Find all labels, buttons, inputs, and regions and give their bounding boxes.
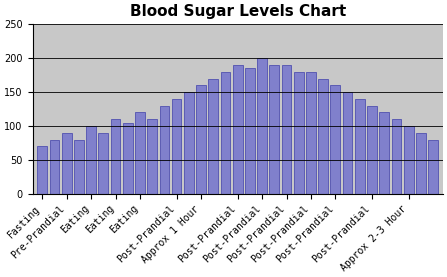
Bar <box>38 146 47 194</box>
Bar <box>367 106 377 194</box>
Bar <box>306 72 316 194</box>
Bar <box>330 85 340 194</box>
Bar <box>220 72 230 194</box>
Bar <box>160 106 169 194</box>
Bar <box>86 126 96 194</box>
Title: Blood Sugar Levels Chart: Blood Sugar Levels Chart <box>130 4 346 19</box>
Bar <box>196 85 206 194</box>
Bar <box>294 72 304 194</box>
Bar <box>135 112 145 194</box>
Bar <box>148 119 157 194</box>
Bar <box>50 140 59 194</box>
Bar <box>428 140 438 194</box>
Bar <box>282 65 291 194</box>
Bar <box>318 79 328 194</box>
Bar <box>208 79 218 194</box>
Bar <box>343 92 353 194</box>
Bar <box>123 123 133 194</box>
Bar <box>355 99 365 194</box>
Bar <box>380 112 389 194</box>
Bar <box>245 68 255 194</box>
Bar <box>257 58 267 194</box>
Bar <box>62 133 72 194</box>
Bar <box>392 119 401 194</box>
Bar <box>111 119 120 194</box>
Bar <box>416 133 426 194</box>
Bar <box>172 99 181 194</box>
Bar <box>184 92 194 194</box>
Bar <box>270 65 279 194</box>
Bar <box>74 140 84 194</box>
Bar <box>98 133 108 194</box>
Bar <box>404 126 413 194</box>
Bar <box>233 65 243 194</box>
